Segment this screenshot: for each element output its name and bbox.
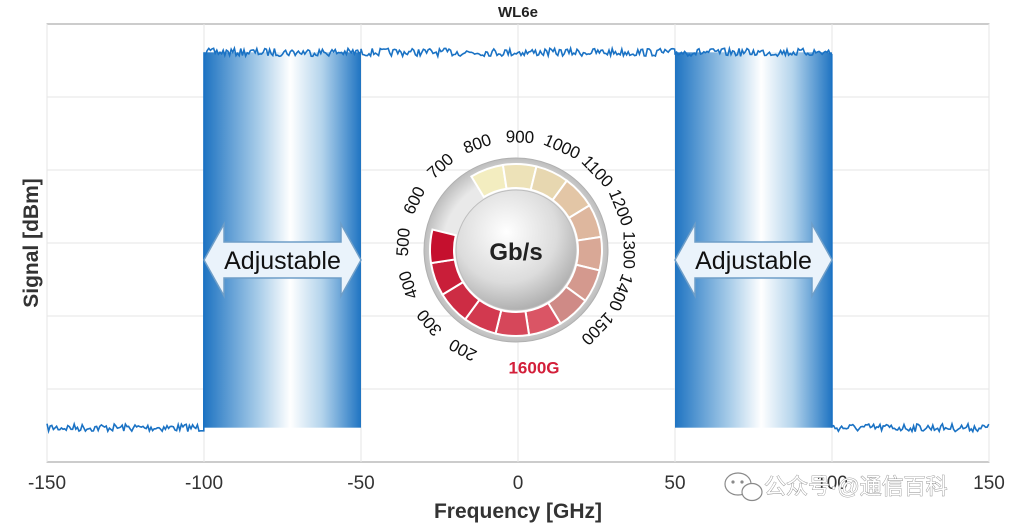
adjustable-arrows: Adjustable Adjustable <box>203 221 833 299</box>
x-tick-label: 0 <box>513 473 524 494</box>
adjustable-band-2 <box>675 52 832 428</box>
signal-trace <box>46 45 990 435</box>
adjustable-label-1: Adjustable <box>224 247 341 275</box>
dial-tick-label: 900 <box>505 127 534 147</box>
adjustable-bands <box>204 52 832 428</box>
x-tick-label: -50 <box>347 473 374 494</box>
dial-max-label: 1600G <box>508 358 559 377</box>
x-tick-label: 50 <box>664 473 685 494</box>
x-tick-labels: -150 -100 -50 0 50 100 150 <box>28 473 1005 494</box>
dial-unit: Gb/s <box>489 239 542 266</box>
watermark: 公众号·@通信百科 <box>724 472 948 502</box>
watermark-text: 公众号·@通信百科 <box>764 474 948 499</box>
dial-tick-label: 500 <box>393 227 414 257</box>
y-axis-label: Signal [dBm] <box>20 178 43 308</box>
chart-title: WL6e <box>498 4 538 21</box>
adjustable-arrow-1 <box>203 221 362 299</box>
x-tick-label: -100 <box>185 473 223 494</box>
x-tick-label: -150 <box>28 473 66 494</box>
adjustable-band-1 <box>204 52 361 428</box>
dial-segment <box>429 228 457 265</box>
dial-knob <box>455 189 577 311</box>
x-axis-label: Frequency [GHz] <box>434 500 602 523</box>
adjustable-arrow-2 <box>674 221 833 299</box>
x-tick-label: 100 <box>816 473 848 494</box>
dial-tick-label: 1300 <box>620 231 639 269</box>
wechat-icon <box>724 472 763 502</box>
dial-segments <box>429 163 603 337</box>
adjustable-label-2: Adjustable <box>695 247 812 275</box>
x-tick-label: 150 <box>973 473 1005 494</box>
